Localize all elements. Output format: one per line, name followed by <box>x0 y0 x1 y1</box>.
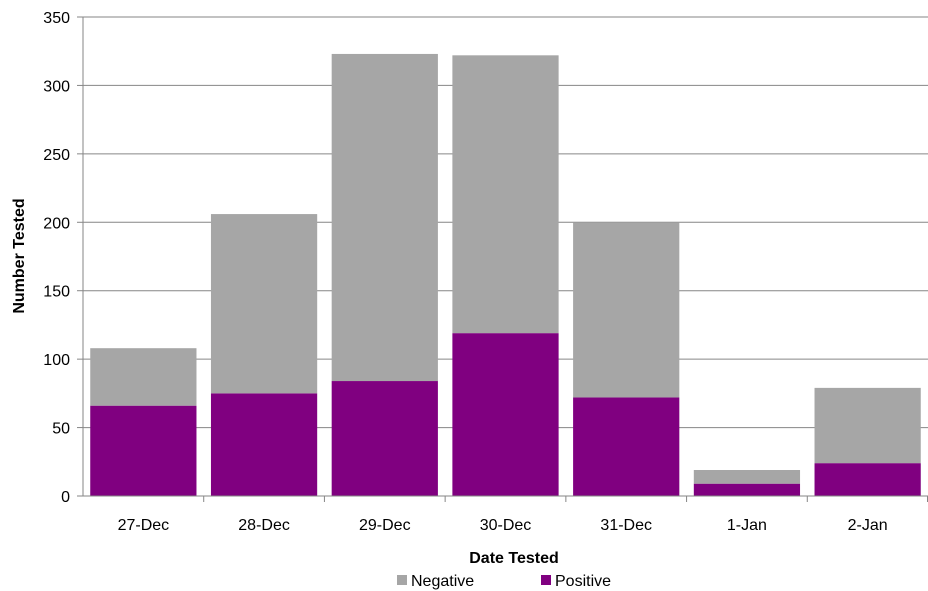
x-axis-title: Date Tested <box>469 550 559 567</box>
x-tick-labels: 27-Dec 28-Dec 29-Dec 30-Dec 31-Dec 1-Jan 2-Jan <box>118 496 928 534</box>
bar-negative-27-dec <box>90 348 197 406</box>
y-tick-label: 50 <box>52 421 70 438</box>
y-tick-labels: 0 50 100 150 200 250 300 350 <box>43 10 83 506</box>
y-tick-label: 100 <box>43 352 70 369</box>
legend: Negative Positive <box>397 573 611 590</box>
bar-positive-31-dec <box>573 397 680 496</box>
x-tick-label: 29-Dec <box>359 517 411 534</box>
bar-negative-2-jan <box>814 387 921 464</box>
bar-negative-29-dec <box>331 53 438 382</box>
y-tick-label: 350 <box>43 10 70 27</box>
bar-positive-28-dec <box>210 393 318 496</box>
y-axis-title: Number Tested <box>11 198 28 313</box>
legend-swatch-positive <box>541 575 551 585</box>
y-tick-label: 150 <box>43 284 70 301</box>
x-tick-label: 1-Jan <box>727 517 767 534</box>
bar-positive-30-dec <box>452 333 559 496</box>
bar-negative-1-jan <box>693 469 801 484</box>
x-tick-label: 28-Dec <box>238 517 290 534</box>
bar-negative-30-dec <box>452 55 559 334</box>
x-tick-label: 31-Dec <box>600 517 652 534</box>
legend-label-negative: Negative <box>411 573 474 590</box>
x-tick-label: 30-Dec <box>480 517 532 534</box>
bar-positive-29-dec <box>331 381 438 496</box>
bar-negative-31-dec <box>573 222 680 398</box>
bar-positive-27-dec <box>90 405 197 496</box>
x-tick-label: 27-Dec <box>118 517 170 534</box>
x-tick-label: 2-Jan <box>848 517 888 534</box>
bar-positive-2-jan <box>814 463 921 496</box>
bars <box>90 53 921 496</box>
y-tick-label: 200 <box>43 215 70 232</box>
y-tick-label: 250 <box>43 147 70 164</box>
y-tick-label: 300 <box>43 78 70 95</box>
axes <box>82 17 928 497</box>
legend-label-positive: Positive <box>555 573 611 590</box>
y-tick-label: 0 <box>61 489 70 506</box>
bar-positive-1-jan <box>693 483 801 496</box>
legend-swatch-negative <box>397 575 407 585</box>
bar-negative-28-dec <box>210 214 318 394</box>
